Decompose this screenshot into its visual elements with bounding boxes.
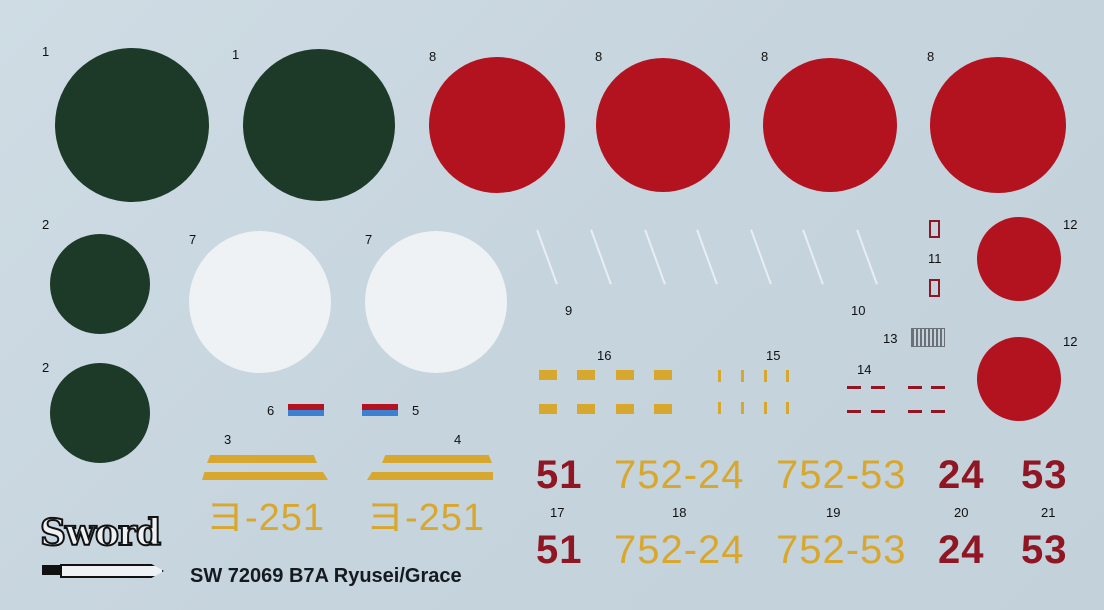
label-5: 5 [412,403,420,418]
label-11: 11 [928,251,942,266]
decal-6-flag [288,404,324,416]
label-8: 8 [927,49,935,64]
decal-16-mark [616,370,634,380]
decal-20-number-top: 24 [938,453,985,497]
decal-9-line [696,229,718,285]
label-1: 1 [42,44,50,59]
decal-20-number: 24 [938,528,985,572]
decal-16-mark [539,370,557,380]
decal-5-flag [362,404,398,416]
decal-2-top [50,234,150,334]
decal-15-mark [786,370,789,382]
decal-8-d [930,57,1066,193]
decal-7-right [365,231,507,373]
decal-9-line [644,229,666,285]
decal-1-left [55,48,209,202]
sheet-title: SW 72069 B7A Ryusei/Grace [190,565,462,587]
decal-14-dash [908,386,922,389]
decal-3-code: ヨ-251 [206,497,326,539]
decal-4-stripe [382,455,492,463]
label-13: 13 [883,331,898,346]
label-2: 2 [42,360,50,375]
label-3: 3 [224,432,232,447]
decal-8-b [596,58,730,192]
decal-17-number: 51 [536,528,583,572]
decal-8-c [763,58,897,192]
decal-3-stripe [202,472,328,480]
decal-17-number-top: 51 [536,453,583,497]
label-10: 10 [851,303,866,318]
decal-9-line [802,229,824,285]
decal-11-mark [929,220,940,238]
label-2: 2 [42,217,50,232]
label-12: 12 [1063,217,1078,232]
decal-14-dash [847,386,861,389]
decal-15-mark [786,402,789,414]
decal-15-mark [718,402,721,414]
decal-15-mark [718,370,721,382]
label-12: 12 [1063,334,1078,349]
decal-15-mark [741,402,744,414]
decal-21-number-top: 53 [1021,453,1068,497]
decal-18-number-top: 752-24 [614,453,745,497]
label-15: 15 [766,348,781,363]
label-8: 8 [595,49,603,64]
decal-14-dash [871,410,885,413]
label-4: 4 [454,432,462,447]
sword-blade-icon [60,564,164,578]
decal-19-number: 752-53 [776,528,907,572]
label-8: 8 [761,49,769,64]
decal-16-mark [539,404,557,414]
decal-19-number-top: 752-53 [776,453,907,497]
sword-hilt-icon [42,565,62,575]
decal-21-number: 53 [1021,528,1068,572]
decal-7-left [189,231,331,373]
decal-3-stripe [207,455,317,463]
decal-12-bottom [977,337,1061,421]
label-21: 21 [1041,505,1056,520]
label-7: 7 [189,232,197,247]
label-9: 9 [565,303,573,318]
decal-16-mark [654,404,672,414]
label-20: 20 [954,505,969,520]
label-19: 19 [826,505,841,520]
decal-9-line [590,229,612,285]
decal-8-a [429,57,565,193]
decal-18-number: 752-24 [614,528,745,572]
label-1: 1 [232,47,240,62]
decal-16-mark [616,404,634,414]
decal-15-mark [764,370,767,382]
decal-14-dash [931,410,945,413]
decal-2-bottom [50,363,150,463]
decal-14-dash [908,410,922,413]
decal-12-top [977,217,1061,301]
decal-14-dash [871,386,885,389]
decal-16-mark [577,404,595,414]
decal-15-mark [741,370,744,382]
decal-9-line [536,229,558,285]
decal-14-dash [931,386,945,389]
label-16: 16 [597,348,612,363]
decal-1-right [243,49,395,201]
label-8: 8 [429,49,437,64]
decal-4-stripe [367,472,493,480]
decal-14-dash [847,410,861,413]
decal-16-mark [577,370,595,380]
decal-9-line [750,229,772,285]
label-18: 18 [672,505,687,520]
label-6: 6 [267,403,275,418]
decal-13-stencil [911,328,945,347]
decal-4-code: ヨ-251 [366,497,486,539]
label-7: 7 [365,232,373,247]
decal-9-line [856,229,878,285]
decal-11-mark [929,279,940,297]
decal-15-mark [764,402,767,414]
label-14: 14 [857,362,872,377]
label-17: 17 [550,505,565,520]
decal-16-mark [654,370,672,380]
sword-logo: Sword [38,511,164,584]
sword-logo-text: Sword [39,511,162,555]
